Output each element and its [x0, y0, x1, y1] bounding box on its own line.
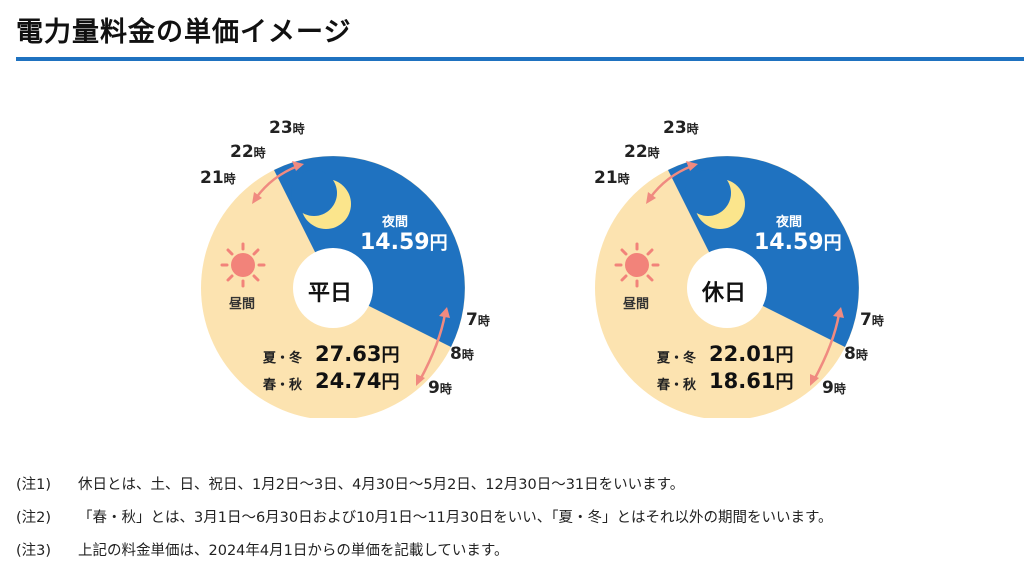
double-arrow-icon	[648, 164, 841, 381]
hour-21-label: 21時	[594, 168, 630, 188]
page-title: 電力量料金の単価イメージ	[16, 17, 352, 48]
night-price: 14.59円	[754, 230, 842, 255]
dial-center	[293, 248, 373, 328]
note-item: (注2) 「春・秋」とは、3月1日〜6月30日および10月1日〜11月30日をい…	[16, 506, 833, 539]
hour-7-label: 7時	[860, 310, 884, 330]
note-mark: (注1)	[16, 477, 52, 493]
sun-icon	[614, 242, 660, 288]
spring-autumn-label: 春・秋	[657, 378, 697, 393]
note-text: 休日とは、土、日、祝日、1月2日〜3日、4月30日〜5月2日、12月30日〜31…	[78, 477, 685, 493]
summer-winter-label: 夏・冬	[657, 351, 697, 366]
hour-23-label: 23時	[663, 118, 699, 138]
night-price: 14.59円	[360, 230, 448, 255]
hour-7-label: 7時	[466, 310, 490, 330]
hour-22-label: 22時	[624, 142, 660, 162]
hour-9-label: 9時	[822, 378, 846, 398]
note-mark: (注3)	[16, 543, 52, 559]
dial-center	[687, 248, 767, 328]
sun-icon	[220, 242, 266, 288]
center-label: 休日	[702, 281, 747, 306]
summer-winter-label: 夏・冬	[263, 351, 303, 366]
hour-8-label: 8時	[450, 344, 474, 364]
hour-23-label: 23時	[269, 118, 305, 138]
moon-icon	[291, 170, 351, 229]
spring-autumn-label: 春・秋	[263, 378, 303, 393]
center-label: 平日	[308, 281, 353, 306]
title-underline	[16, 57, 1024, 61]
night-label: 夜間	[776, 215, 803, 230]
hour-9-label: 9時	[428, 378, 452, 398]
spring-autumn-price: 18.61円	[709, 369, 794, 393]
day-label: 昼間	[623, 297, 650, 312]
arrow-heads	[646, 161, 844, 386]
note-text: 「春・秋」とは、3月1日〜6月30日および10月1日〜11月30日をいい、「夏・…	[78, 510, 833, 526]
summer-winter-price: 27.63円	[315, 342, 400, 366]
day-label: 昼間	[229, 297, 256, 312]
weekday-dial: 23時 22時 21時 7時 8時 9時 夜間 14.59円 昼間 平日 夏・冬…	[168, 118, 490, 418]
hour-21-label: 21時	[200, 168, 236, 188]
notes: (注1) 休日とは、土、日、祝日、1月2日〜3日、4月30日〜5月2日、12月3…	[16, 473, 833, 572]
holiday-dial: 23時 22時 21時 7時 8時 9時 夜間 14.59円 昼間 休日 夏・冬…	[562, 118, 884, 418]
note-item: (注1) 休日とは、土、日、祝日、1月2日〜3日、4月30日〜5月2日、12月3…	[16, 473, 833, 506]
note-mark: (注2)	[16, 510, 52, 526]
double-arrow-icon	[254, 164, 447, 381]
summer-winter-price: 22.01円	[709, 342, 794, 366]
note-text: 上記の料金単価は、2024年4月1日からの単価を記載しています。	[78, 543, 509, 559]
holiday-dial-graphic	[595, 156, 859, 418]
moon-icon	[685, 170, 745, 229]
weekday-dial-graphic	[201, 156, 465, 418]
note-item: (注3) 上記の料金単価は、2024年4月1日からの単価を記載しています。	[16, 539, 833, 572]
hour-22-label: 22時	[230, 142, 266, 162]
spring-autumn-price: 24.74円	[315, 369, 400, 393]
hour-8-label: 8時	[844, 344, 868, 364]
night-label: 夜間	[382, 215, 409, 230]
arrow-heads	[252, 161, 450, 386]
